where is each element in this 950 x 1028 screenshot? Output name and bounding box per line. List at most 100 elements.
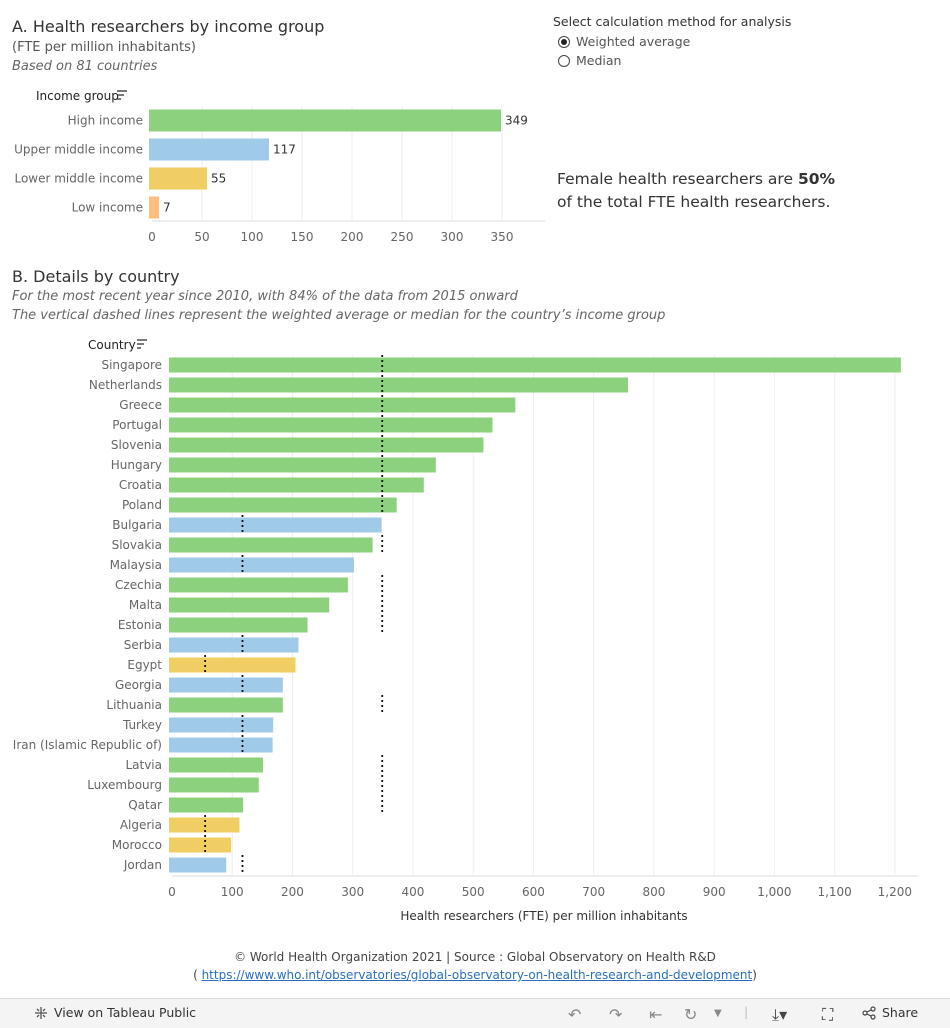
source-link[interactable]: https://www.who.int/observatories/global…: [201, 968, 753, 982]
country-bar: [169, 497, 397, 513]
country-bar: [169, 537, 373, 553]
callout-prefix: Female health researchers are: [557, 170, 798, 188]
country-chart: Country Singapore Netherlands Greece Portug…: [13, 338, 918, 923]
x-tick-label: 100: [221, 885, 244, 899]
revert-icon[interactable]: ⇤: [649, 1005, 663, 1024]
x-tick-label: 50: [194, 230, 209, 244]
country-bar: [169, 717, 274, 733]
radio-median-label: Median: [576, 53, 622, 68]
country-label: Qatar: [128, 798, 162, 812]
calculation-method-label: Select calculation method for analysis: [553, 14, 792, 29]
bar: [149, 167, 207, 190]
female-researchers-callout: Female health researchers are 50% of the…: [557, 168, 835, 214]
radio-unselected-icon[interactable]: [558, 54, 570, 67]
callout-value: 50%: [797, 170, 836, 188]
footer-credit: © World Health Organization 2021 | Sourc…: [234, 950, 716, 964]
pause-dropdown-icon[interactable]: ▼: [714, 1008, 722, 1019]
x-tick-label: 1,200: [878, 885, 912, 899]
redo-icon[interactable]: ↷: [609, 1005, 623, 1024]
country-label: Estonia: [118, 618, 162, 632]
country-label: Czechia: [115, 578, 162, 592]
x-tick-label: 900: [703, 885, 726, 899]
footer-open-paren: (: [193, 968, 202, 982]
country-bar: [169, 857, 227, 873]
panel-a-title: A. Health researchers by income group: [12, 17, 325, 36]
view-on-tableau-button[interactable]: View on Tableau Public: [34, 1005, 196, 1020]
x-tick-label: 500: [462, 885, 485, 899]
country-label: Croatia: [119, 478, 162, 492]
country-bar: [169, 557, 354, 573]
country-bar: [169, 677, 283, 693]
x-tick-label: 300: [441, 230, 464, 244]
x-tick-label: 200: [281, 885, 304, 899]
data-label: 7: [163, 201, 171, 215]
x-tick-label: 100: [241, 230, 264, 244]
sort-icon[interactable]: [117, 90, 127, 100]
country-label: Slovakia: [112, 538, 162, 552]
share-button[interactable]: Share: [862, 1005, 918, 1020]
country-bar: [169, 597, 330, 613]
bar: [149, 138, 269, 161]
radio-weighted-average[interactable]: Weighted average: [558, 34, 791, 49]
x-tick-label: 800: [642, 885, 665, 899]
country-label: Slovenia: [111, 438, 162, 452]
fullscreen-icon[interactable]: ⛶: [822, 1005, 834, 1024]
country-label: Serbia: [124, 638, 162, 652]
country-label: Poland: [122, 498, 162, 512]
country-label: Turkey: [122, 718, 162, 732]
country-bar: [169, 417, 493, 433]
callout-suffix: of the total FTE health researchers.: [557, 193, 831, 211]
x-tick-label: 1,100: [817, 885, 851, 899]
country-header[interactable]: Country: [88, 338, 136, 352]
x-tick-label: 600: [522, 885, 545, 899]
view-on-tableau-label: View on Tableau Public: [54, 1005, 197, 1020]
tableau-toolbar: View on Tableau Public ↶ ↷ ⇤ ↻ ▼ | ⤓▾ ⛶ …: [0, 998, 950, 1028]
country-bar: [169, 377, 629, 393]
country-bar: [169, 737, 273, 753]
country-bar: [169, 477, 424, 493]
country-bar: [169, 697, 283, 713]
bar: [149, 196, 159, 219]
country-label: Hungary: [111, 458, 162, 472]
income-group-header[interactable]: Income group: [36, 89, 119, 103]
panel-b-note-2: The vertical dashed lines represent the …: [12, 308, 666, 323]
bar: [149, 109, 501, 132]
country-label: Malaysia: [110, 558, 162, 572]
income-group-chart: Income group High income 349 Upper middle …: [14, 89, 545, 244]
country-label: Luxembourg: [87, 778, 162, 792]
data-label: 117: [273, 143, 296, 157]
x-tick-label: 200: [341, 230, 364, 244]
pause-updates-icon[interactable]: ↻: [684, 1005, 698, 1024]
undo-icon[interactable]: ↶: [568, 1005, 582, 1024]
country-label: Lithuania: [106, 698, 162, 712]
footer-close-paren: ): [752, 968, 757, 982]
radio-median[interactable]: Median: [558, 53, 791, 68]
share-icon: [862, 1005, 876, 1020]
x-tick-label: 1,000: [757, 885, 791, 899]
category-label: Low income: [72, 201, 143, 215]
x-tick-label: 250: [391, 230, 414, 244]
country-label: Bulgaria: [112, 518, 162, 532]
x-tick-label: 700: [582, 885, 605, 899]
download-icon[interactable]: ⤓▾: [772, 1005, 788, 1024]
panel-b-title: B. Details by country: [12, 267, 180, 286]
country-bar: [169, 577, 348, 593]
country-bar: [169, 657, 296, 673]
country-bar: [169, 357, 901, 373]
country-sort-icon[interactable]: [137, 339, 147, 349]
panel-b-note-1: For the most recent year since 2010, wit…: [12, 289, 518, 304]
country-bar: [169, 617, 308, 633]
country-bar: [169, 457, 436, 473]
radio-selected-icon[interactable]: [558, 35, 570, 48]
country-label: Georgia: [115, 678, 162, 692]
country-label: Greece: [119, 398, 162, 412]
country-label: Iran (Islamic Republic of): [13, 738, 162, 752]
country-label: Jordan: [123, 858, 162, 872]
country-label: Netherlands: [89, 378, 162, 392]
x-tick-label: 400: [401, 885, 424, 899]
country-bar: [169, 777, 259, 793]
country-bar: [169, 637, 299, 653]
country-label: Malta: [129, 598, 162, 612]
radio-weighted-average-label: Weighted average: [576, 34, 691, 49]
calculation-method-control: Select calculation method for analysis W…: [553, 14, 791, 68]
